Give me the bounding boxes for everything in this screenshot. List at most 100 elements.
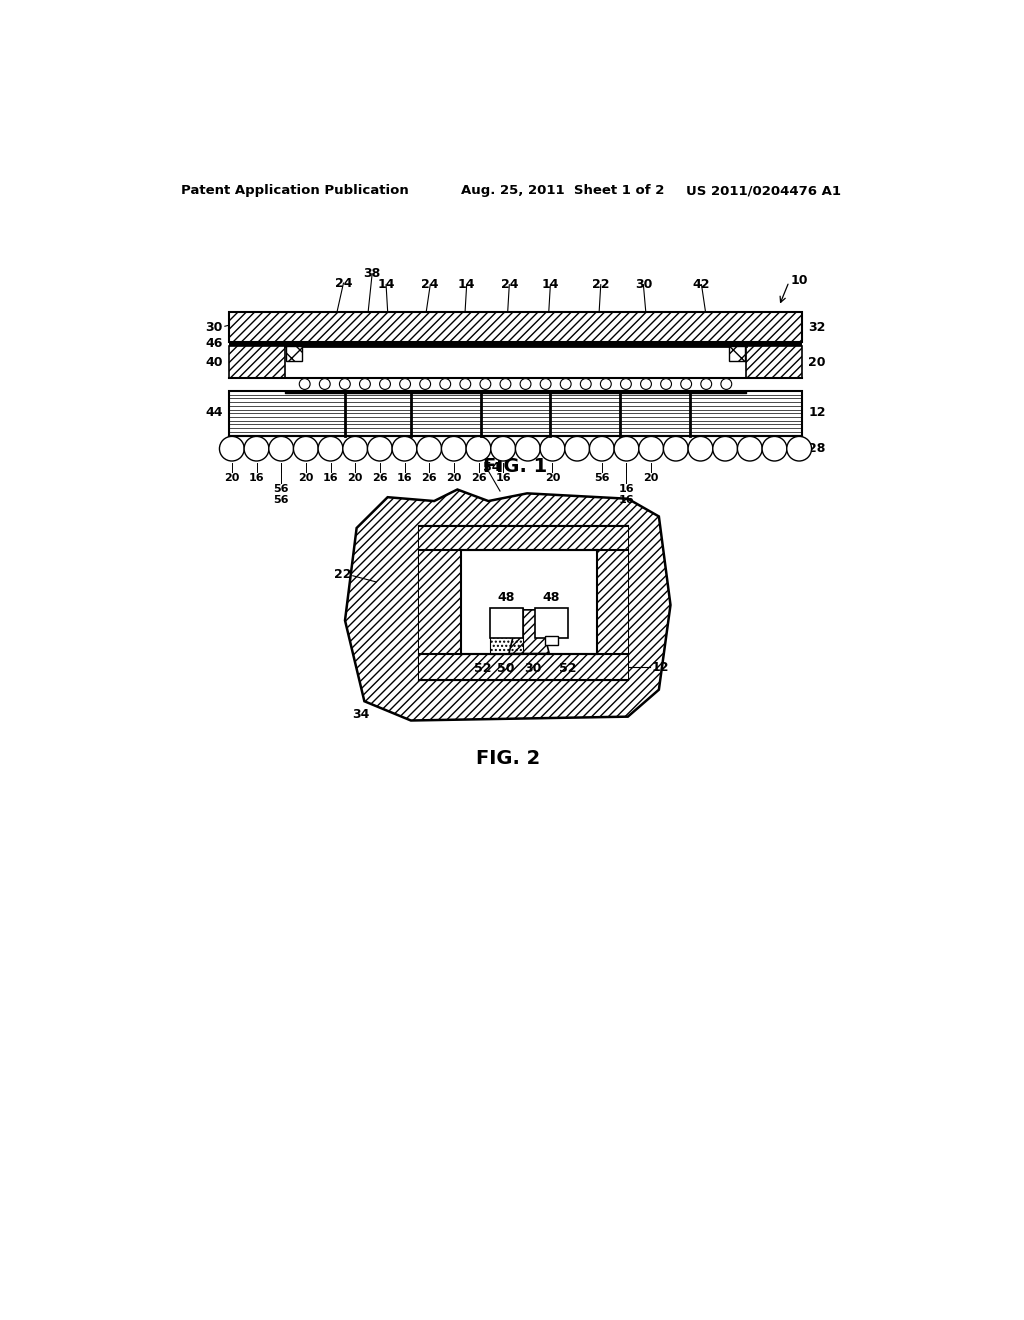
Circle shape bbox=[480, 379, 490, 389]
Text: 22: 22 bbox=[334, 568, 351, 581]
Bar bbox=[228, 313, 802, 342]
Bar bbox=[286, 346, 302, 360]
Circle shape bbox=[318, 437, 343, 461]
Circle shape bbox=[399, 379, 411, 389]
Circle shape bbox=[541, 379, 551, 389]
Circle shape bbox=[299, 379, 310, 389]
Text: 16: 16 bbox=[249, 474, 264, 483]
Polygon shape bbox=[345, 490, 671, 721]
Circle shape bbox=[339, 379, 350, 389]
Bar bbox=[228, 346, 285, 378]
Text: 20: 20 bbox=[224, 474, 240, 483]
Circle shape bbox=[219, 437, 245, 461]
Circle shape bbox=[762, 437, 786, 461]
Circle shape bbox=[294, 437, 318, 461]
Bar bbox=[546, 636, 558, 645]
Bar bbox=[461, 549, 597, 653]
Text: Patent Application Publication: Patent Application Publication bbox=[180, 185, 409, 197]
Bar bbox=[419, 653, 628, 681]
Text: 28: 28 bbox=[809, 442, 825, 455]
Circle shape bbox=[343, 437, 368, 461]
Text: 16: 16 bbox=[323, 474, 338, 483]
Text: 38: 38 bbox=[364, 268, 381, 280]
Circle shape bbox=[688, 437, 713, 461]
Circle shape bbox=[515, 437, 541, 461]
Text: FIG. 1: FIG. 1 bbox=[483, 457, 548, 477]
Circle shape bbox=[440, 379, 451, 389]
Circle shape bbox=[380, 379, 390, 389]
Text: 12: 12 bbox=[651, 661, 669, 675]
Text: 20: 20 bbox=[545, 474, 560, 483]
Circle shape bbox=[721, 379, 732, 389]
Circle shape bbox=[614, 437, 639, 461]
Text: 14: 14 bbox=[542, 279, 559, 292]
Bar bbox=[746, 346, 802, 378]
Text: 14: 14 bbox=[458, 279, 475, 292]
Circle shape bbox=[500, 379, 511, 389]
Circle shape bbox=[700, 379, 712, 389]
Circle shape bbox=[520, 379, 531, 389]
Text: 12: 12 bbox=[809, 407, 826, 418]
Circle shape bbox=[392, 437, 417, 461]
Bar bbox=[746, 346, 802, 378]
Text: 56: 56 bbox=[273, 495, 289, 504]
Text: 48: 48 bbox=[498, 591, 515, 605]
Text: 56: 56 bbox=[273, 484, 289, 494]
Circle shape bbox=[639, 437, 664, 461]
Circle shape bbox=[660, 379, 672, 389]
Circle shape bbox=[420, 379, 430, 389]
Circle shape bbox=[664, 437, 688, 461]
Bar bbox=[228, 391, 802, 436]
Text: 32: 32 bbox=[809, 321, 825, 334]
Circle shape bbox=[466, 437, 490, 461]
Bar bbox=[286, 346, 302, 360]
Circle shape bbox=[713, 437, 737, 461]
Circle shape bbox=[359, 379, 371, 389]
Bar bbox=[419, 527, 628, 681]
Circle shape bbox=[417, 437, 441, 461]
Bar bbox=[228, 346, 285, 378]
Text: 26: 26 bbox=[372, 474, 388, 483]
Circle shape bbox=[621, 379, 632, 389]
Text: 30: 30 bbox=[635, 279, 652, 292]
Circle shape bbox=[641, 379, 651, 389]
Bar bbox=[419, 653, 628, 681]
Circle shape bbox=[490, 437, 515, 461]
Bar bbox=[228, 342, 802, 346]
Text: 30: 30 bbox=[205, 321, 222, 334]
Text: 26: 26 bbox=[421, 474, 437, 483]
Circle shape bbox=[600, 379, 611, 389]
Text: 24: 24 bbox=[501, 279, 518, 292]
Text: 16: 16 bbox=[496, 474, 511, 483]
Text: 54: 54 bbox=[483, 462, 501, 474]
Text: 16: 16 bbox=[618, 484, 634, 494]
Text: US 2011/0204476 A1: US 2011/0204476 A1 bbox=[686, 185, 841, 197]
Circle shape bbox=[441, 437, 466, 461]
Circle shape bbox=[590, 437, 614, 461]
Text: 30: 30 bbox=[524, 663, 542, 676]
Bar bbox=[597, 549, 628, 653]
Text: 16: 16 bbox=[618, 495, 634, 504]
Bar bbox=[536, 609, 568, 638]
Text: FIG. 2: FIG. 2 bbox=[475, 750, 540, 768]
Text: 48: 48 bbox=[543, 591, 560, 605]
Text: 20: 20 bbox=[347, 474, 362, 483]
Circle shape bbox=[319, 379, 330, 389]
Circle shape bbox=[737, 437, 762, 461]
Circle shape bbox=[540, 437, 565, 461]
Text: 26: 26 bbox=[471, 474, 486, 483]
Circle shape bbox=[581, 379, 591, 389]
Bar bbox=[419, 527, 628, 549]
Text: 22: 22 bbox=[592, 279, 609, 292]
Circle shape bbox=[460, 379, 471, 389]
Text: 20: 20 bbox=[298, 474, 313, 483]
Circle shape bbox=[244, 437, 269, 461]
Polygon shape bbox=[509, 610, 549, 653]
Circle shape bbox=[268, 437, 294, 461]
Text: 24: 24 bbox=[422, 279, 439, 292]
Bar bbox=[228, 313, 802, 342]
Text: 24: 24 bbox=[335, 277, 352, 289]
Text: 52: 52 bbox=[559, 663, 577, 676]
Text: 50: 50 bbox=[497, 663, 515, 676]
Text: 52: 52 bbox=[474, 663, 492, 676]
